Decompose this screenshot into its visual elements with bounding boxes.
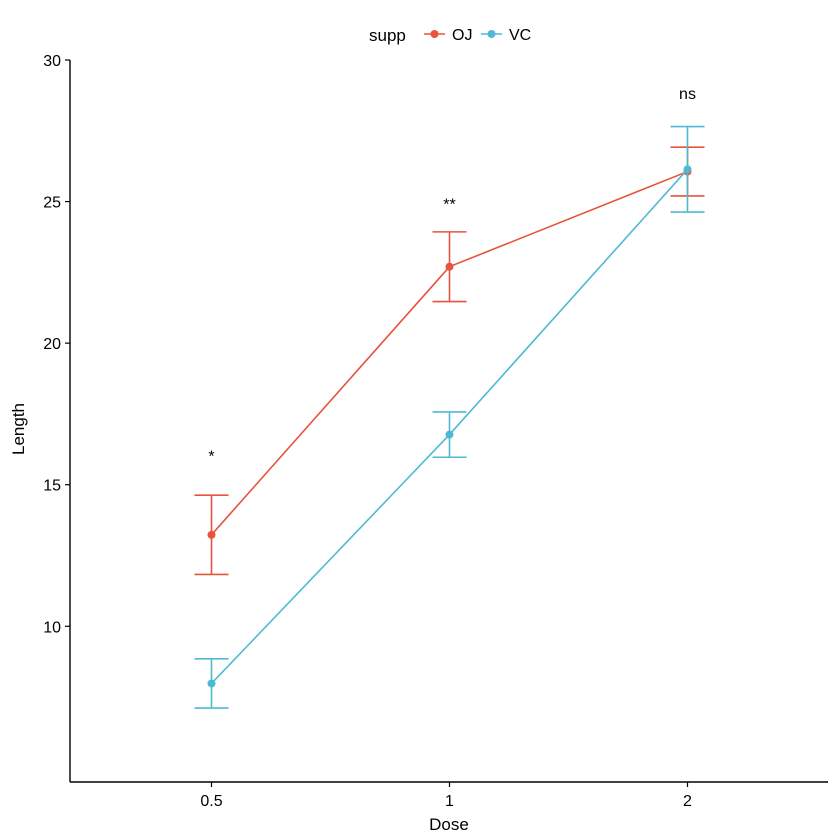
data-point: [683, 165, 692, 174]
legend-item-oj: OJ: [424, 27, 472, 44]
x-tick-label: 1: [445, 793, 454, 810]
significance-label: ns: [679, 86, 696, 103]
annotation-layer: ***ns: [208, 86, 696, 465]
legend-title: supp: [369, 26, 406, 45]
series-layer: [194, 125, 705, 709]
x-tick-label: 2: [683, 793, 692, 810]
data-point: [207, 679, 216, 688]
series-vc: [194, 125, 705, 709]
legend: supp OJ VC: [369, 26, 531, 45]
y-tick-label: 10: [43, 619, 61, 636]
legend-key-point: [430, 30, 439, 38]
y-tick-label: 20: [43, 336, 61, 353]
legend-key-point: [487, 30, 496, 38]
legend-label: VC: [509, 27, 531, 44]
series-line: [210, 170, 688, 536]
y-axis-title: Length: [9, 403, 28, 455]
data-point: [445, 430, 454, 439]
legend-label: OJ: [452, 27, 472, 44]
y-tick-label: 30: [43, 53, 61, 70]
data-point: [207, 530, 216, 539]
data-point: [445, 262, 454, 271]
x-axis-title: Dose: [429, 815, 469, 834]
legend-item-vc: VC: [481, 27, 531, 44]
axes: 10 15 20 25 30 0.5 1 2: [43, 53, 828, 810]
y-tick-label: 15: [43, 478, 61, 495]
significance-label: **: [443, 196, 455, 213]
x-tick-label: 0.5: [200, 793, 222, 810]
y-tick-label: 25: [43, 195, 61, 212]
significance-label: *: [208, 448, 214, 465]
